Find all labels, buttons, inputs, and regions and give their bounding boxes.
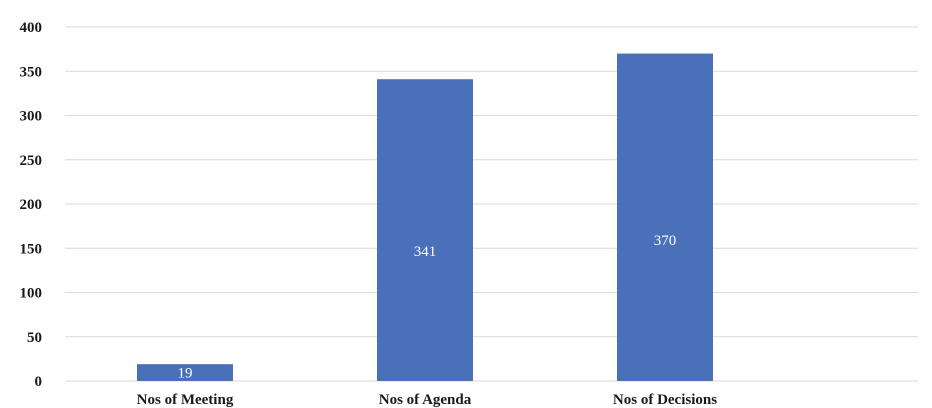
gridlines [65, 26, 918, 382]
y-tick-label-50: 50 [27, 330, 42, 346]
y-tick-label-250: 250 [20, 153, 43, 169]
data-label-nos-of-meeting: 19 [178, 366, 193, 382]
data-label-nos-of-decisions: 370 [654, 233, 677, 249]
bars [137, 53, 713, 382]
y-tick-label-100: 100 [20, 286, 43, 302]
bar-nos-of-agenda [377, 79, 473, 381]
x-tick-label-nos-of-decisions: Nos of Decisions [613, 392, 717, 408]
x-tick-label-nos-of-agenda: Nos of Agenda [379, 392, 472, 408]
bar-nos-of-meeting [137, 364, 233, 381]
x-tick-label-nos-of-meeting: Nos of Meeting [137, 392, 234, 408]
y-axis-tick-labels: 0 50 100 150 200 250 300 350 400 [20, 20, 43, 390]
y-tick-label-350: 350 [20, 64, 43, 80]
y-tick-label-200: 200 [20, 197, 43, 213]
y-tick-label-0: 0 [35, 374, 43, 390]
x-axis-tick-labels: Nos of Meeting Nos of Agenda Nos of Decisi… [137, 392, 718, 408]
bar-nos-of-decisions [617, 53, 713, 382]
y-tick-label-400: 400 [20, 20, 43, 36]
data-labels: 19 341 370 [178, 233, 677, 381]
data-label-nos-of-agenda: 341 [414, 244, 437, 260]
y-tick-label-300: 300 [20, 109, 43, 125]
y-tick-label-150: 150 [20, 241, 43, 257]
